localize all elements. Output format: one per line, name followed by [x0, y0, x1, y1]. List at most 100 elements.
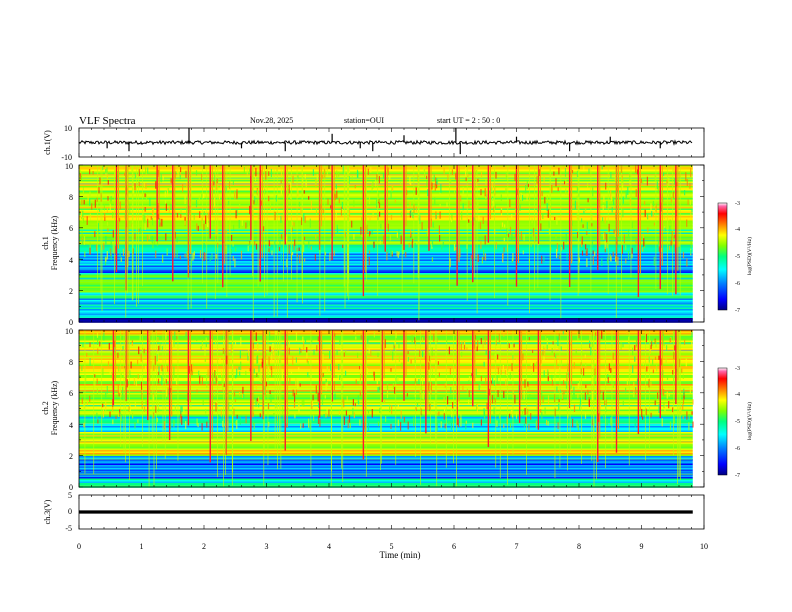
- spectrogram-speckle: [105, 257, 107, 262]
- spectrogram-row: [79, 295, 693, 298]
- spectrogram-speckle: [216, 400, 218, 405]
- spectrogram-speckle: [94, 380, 96, 389]
- spectrogram-speckle: [577, 423, 579, 431]
- spectrogram-speckle: [135, 380, 137, 387]
- spectrogram-speckle: [281, 369, 283, 379]
- spectrogram-speckle: [413, 200, 415, 204]
- spectrogram-row: [79, 352, 693, 355]
- spectrogram-speckle: [651, 204, 653, 209]
- spectrogram-speckle: [274, 240, 276, 246]
- x-tick-label-10: 10: [700, 542, 708, 551]
- spectrogram-speckle: [236, 420, 238, 429]
- spectrogram-speckle: [450, 408, 452, 416]
- spectrogram-speckle: [118, 413, 120, 417]
- spectrogram-speckle: [230, 344, 232, 354]
- spectrogram-speckle: [587, 389, 589, 395]
- spectrogram-speckle: [684, 190, 686, 196]
- spectrogram-row: [79, 337, 693, 340]
- spectrogram-speckle: [193, 252, 195, 260]
- spectrogram-speckle: [311, 338, 313, 342]
- spectrogram-speckle: [415, 407, 417, 411]
- spectrogram-speckle: [656, 363, 658, 372]
- spectrogram-speckle: [608, 363, 610, 371]
- spectrogram-speckle: [606, 257, 609, 264]
- spectrogram-speckle: [182, 183, 184, 193]
- spectrogram-speckle: [378, 386, 380, 393]
- spectrogram-speckle: [438, 225, 440, 235]
- spectrogram-speckle: [605, 399, 607, 406]
- spectrogram-speckle: [229, 359, 231, 368]
- spectrogram-speckle: [690, 213, 692, 218]
- ch3-waveform-panel: 5 0 -5 ch.3(V): [43, 491, 705, 533]
- spectrogram-speckle: [577, 394, 579, 399]
- spectrogram-row: [79, 414, 693, 416]
- spectrogram-speckle: [340, 206, 343, 216]
- spectrogram-speckle: [128, 251, 130, 257]
- spectrogram-speckle: [460, 418, 462, 427]
- spectrogram-speckle: [621, 245, 623, 254]
- spectrogram-speckle: [274, 211, 276, 221]
- spectrogram-speckle: [155, 405, 157, 413]
- spectrogram-speckle: [610, 417, 612, 426]
- spectrogram-speckle: [541, 191, 543, 197]
- spectrogram-speckle: [605, 182, 607, 190]
- spectrogram-speckle: [245, 222, 247, 229]
- spectrogram-speckle: [398, 229, 400, 238]
- spectrogram-speckle: [426, 232, 428, 237]
- spectrogram-speckle: [620, 341, 622, 350]
- spectrogram-speckle: [686, 219, 688, 227]
- ch1-channel-label: ch.1: [41, 236, 50, 250]
- spectrogram-speckle: [449, 258, 451, 267]
- spectrogram-speckle: [271, 371, 273, 378]
- spectrogram-speckle: [521, 409, 524, 416]
- spectrogram-speckle: [634, 356, 636, 362]
- spectrogram-speckle: [477, 254, 479, 262]
- spectrogram-row: [79, 253, 693, 256]
- spectrogram-speckle: [242, 394, 244, 398]
- spectrogram-speckle: [397, 404, 399, 409]
- spectrogram-speckle: [472, 422, 474, 429]
- spectrogram-speckle: [691, 331, 693, 337]
- spectrogram-speckle: [512, 253, 514, 262]
- spectrogram-speckle: [99, 341, 101, 347]
- spectrogram-speckle: [565, 233, 567, 243]
- spectrogram-speckle: [79, 173, 82, 180]
- spectrogram-speckle: [389, 404, 391, 413]
- spectrogram-speckle: [89, 358, 91, 366]
- spectrogram-speckle: [319, 419, 321, 427]
- spectrogram-speckle: [326, 366, 328, 373]
- spectrogram-row: [79, 289, 693, 292]
- spectrogram-speckle: [201, 423, 203, 431]
- spectrogram-speckle: [198, 370, 200, 377]
- spectrogram-speckle: [625, 387, 627, 394]
- spectrogram-speckle: [180, 167, 182, 172]
- spectrogram-speckle: [541, 390, 543, 399]
- spectrogram-speckle: [440, 184, 442, 194]
- spectrogram-row: [79, 465, 693, 467]
- spectrogram-speckle: [196, 418, 198, 426]
- spectrogram-speckle: [471, 373, 473, 377]
- spectrogram-speckle: [292, 389, 294, 397]
- spectrogram-speckle: [338, 171, 340, 177]
- spectrogram-speckle: [503, 391, 505, 398]
- spectrogram-speckle: [335, 184, 337, 190]
- spectrogram-speckle: [260, 170, 262, 176]
- spectrogram-speckle: [269, 346, 271, 352]
- spectrogram-speckle: [129, 405, 131, 412]
- spectrogram-speckle: [427, 228, 429, 237]
- spectrogram-speckle: [180, 209, 182, 213]
- spectrogram-speckle: [554, 217, 556, 221]
- spectrogram-speckle: [185, 421, 187, 430]
- spectrogram-speckle: [669, 219, 671, 224]
- spectrogram-speckle: [372, 211, 374, 218]
- spectrogram-speckle: [269, 246, 271, 254]
- spectrogram-speckle: [119, 201, 121, 210]
- spectrogram-speckle: [297, 190, 299, 198]
- spectrogram-speckle: [586, 221, 588, 230]
- spectrogram-speckle: [271, 367, 273, 374]
- spectrogram-speckle: [385, 416, 387, 422]
- spectrogram-speckle: [572, 418, 574, 428]
- spectrogram-speckle: [500, 209, 502, 214]
- spectrogram-speckle: [255, 398, 257, 407]
- spectrogram-speckle: [556, 243, 558, 252]
